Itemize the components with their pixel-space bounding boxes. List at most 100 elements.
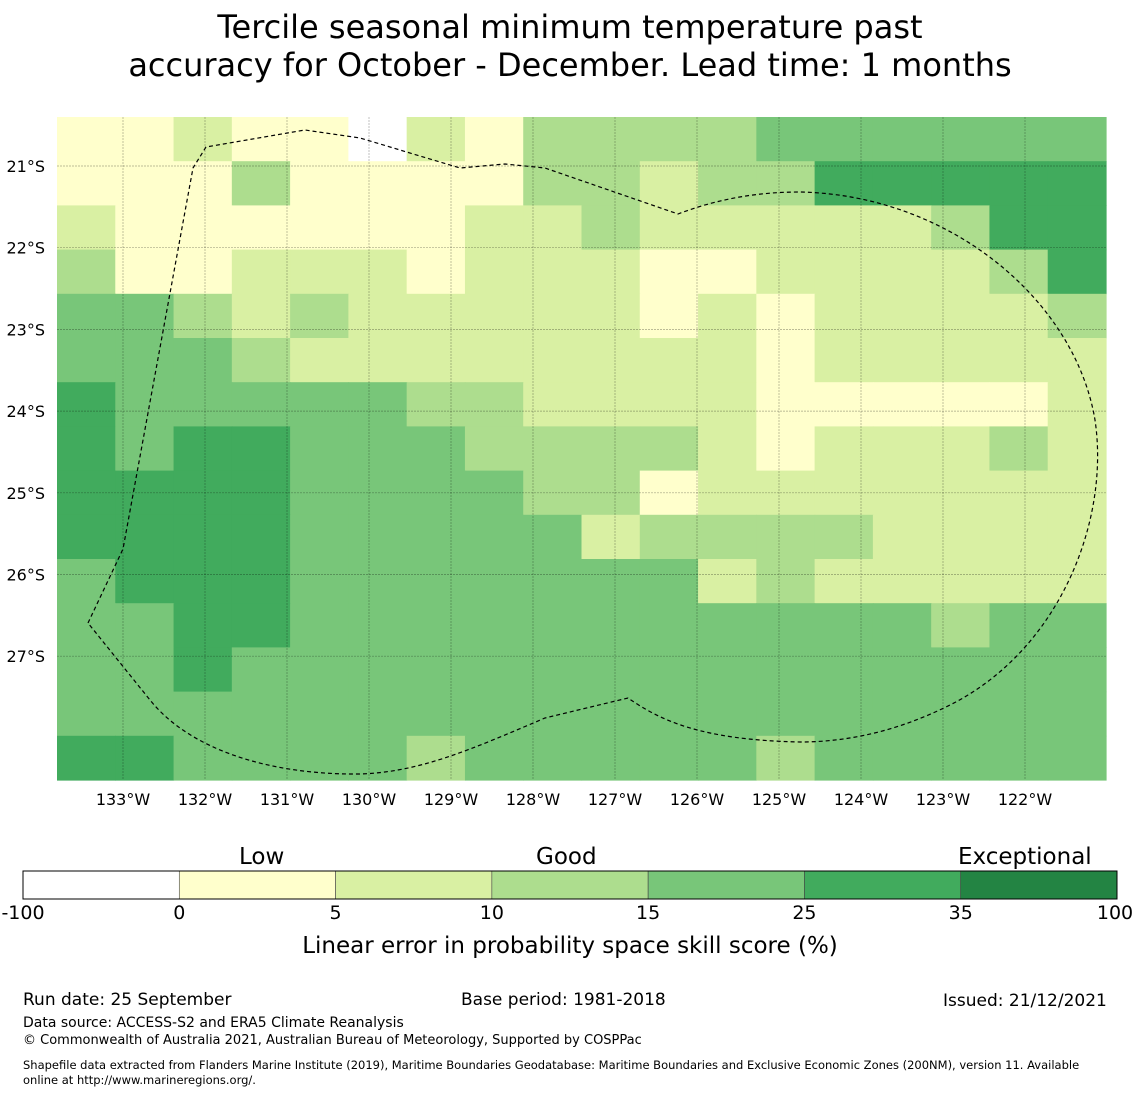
grid-cell: [931, 205, 991, 251]
grid-cell: [173, 293, 233, 339]
grid-cell: [115, 205, 175, 251]
grid-cell: [406, 205, 466, 251]
grid-cell: [464, 647, 524, 693]
grid-cell: [290, 161, 349, 206]
longitude-tick-labels: 133°W 132°W 131°W 130°W 129°W 128°W 127°W 126°W…: [96, 790, 1053, 809]
grid-cell: [989, 338, 1049, 383]
colorbar-tick-label: 0: [173, 902, 186, 924]
grid-cell: [989, 559, 1049, 604]
grid-cell: [523, 559, 583, 604]
grid-cell: [523, 426, 583, 472]
grid-cell: [698, 691, 757, 737]
grid-cell: [348, 647, 408, 693]
grid-cell: [290, 470, 349, 516]
grid-cell: [989, 426, 1049, 472]
grid-cell: [989, 205, 1049, 251]
grid-cell: [231, 603, 291, 648]
grid-cell: [931, 338, 991, 383]
grid-cell: [1047, 338, 1107, 383]
colorbar-category-good: Good: [536, 844, 597, 870]
grid-cell: [406, 338, 466, 383]
grid-cell: [989, 514, 1049, 560]
grid-cell: [348, 161, 408, 206]
grid-cell: [989, 647, 1049, 693]
grid-cell: [581, 293, 641, 339]
grid-cell: [523, 382, 583, 427]
lat-tick-label: 23°S: [6, 320, 45, 339]
skill-map[interactable]: 133°W 132°W 131°W 130°W 129°W 128°W 127°W 126°W…: [0, 0, 1140, 830]
grid-cell: [931, 161, 991, 206]
grid-cell: [290, 735, 349, 781]
grid-cell: [348, 691, 408, 737]
grid-cell: [989, 470, 1049, 516]
grid-cell: [523, 735, 583, 781]
grid-cell: [756, 603, 816, 648]
grid-cell: [581, 647, 641, 693]
grid-cell: [989, 249, 1049, 295]
grid-cell: [1047, 691, 1107, 737]
grid-cell: [756, 647, 816, 693]
grid-cell: [348, 382, 408, 427]
title-line-2: accuracy for October - December. Lead ti…: [128, 46, 1012, 84]
grid-cell: [639, 249, 699, 295]
eez-boundary: [87, 129, 1099, 775]
grid-cell: [173, 470, 233, 516]
lat-tick-label: 27°S: [6, 647, 45, 666]
grid-cell: [581, 426, 641, 472]
grid-cell: [989, 117, 1049, 162]
grid-cell: [814, 161, 874, 206]
grid-cell: [814, 514, 874, 560]
grid-cell: [464, 603, 524, 648]
grid-cell: [57, 338, 116, 383]
grid-cell: [231, 293, 291, 339]
grid-cell: [464, 205, 524, 251]
grid-cell: [173, 249, 233, 295]
grid-cell: [756, 161, 816, 206]
grid-cell: [348, 249, 408, 295]
grid-cell: [872, 470, 932, 516]
grid-cell: [464, 293, 524, 339]
grid-cell: [698, 161, 757, 206]
grid-cell: [872, 603, 932, 648]
grid-cell: [464, 559, 524, 604]
grid-cell: [581, 559, 641, 604]
grid-cell: [115, 735, 175, 781]
title-line-1: Tercile seasonal minimum temperature pas…: [217, 8, 923, 46]
grid-cell: [464, 735, 524, 781]
grid-cell: [290, 603, 349, 648]
grid-cell: [931, 117, 991, 162]
grid-cell: [814, 249, 874, 295]
grid-cell: [931, 249, 991, 295]
base-period: Base period: 1981-2018: [461, 990, 666, 1010]
grid-cell: [348, 470, 408, 516]
grid-cell: [931, 426, 991, 472]
colorbar-swatch: [647, 870, 805, 900]
grid-cell: [639, 647, 699, 693]
grid-cell: [698, 117, 757, 162]
grid-cell: [814, 382, 874, 427]
grid-cell: [1047, 514, 1107, 560]
grid-cell: [115, 117, 175, 162]
grid-cell: [173, 603, 233, 648]
grid-cell: [872, 382, 932, 427]
shapefile-credit-line-1: Shapefile data extracted from Flanders M…: [23, 1058, 1080, 1072]
grid-cell: [1047, 603, 1107, 648]
grid-cell: [231, 426, 291, 472]
colorbar-swatch: [22, 870, 180, 900]
grid-cell: [173, 117, 233, 162]
grid-cell: [348, 426, 408, 472]
grid-cell: [57, 647, 116, 693]
grid-cell: [348, 514, 408, 560]
grid-cell: [464, 691, 524, 737]
grid-cell: [756, 426, 816, 472]
grid-cell: [872, 205, 932, 251]
grid-cell: [231, 161, 291, 206]
grid-cell: [523, 691, 583, 737]
colorbar-tick-label: 100: [1096, 902, 1134, 924]
colorbar-label: Linear error in probability space skill …: [302, 933, 838, 959]
colorbar-category-exceptional: Exceptional: [958, 844, 1092, 870]
grid-cell: [639, 559, 699, 604]
grid-cell: [931, 382, 991, 427]
grid-cell: [1047, 293, 1107, 339]
data-source: Data source: ACCESS-S2 and ERA5 Climate …: [23, 1015, 404, 1031]
